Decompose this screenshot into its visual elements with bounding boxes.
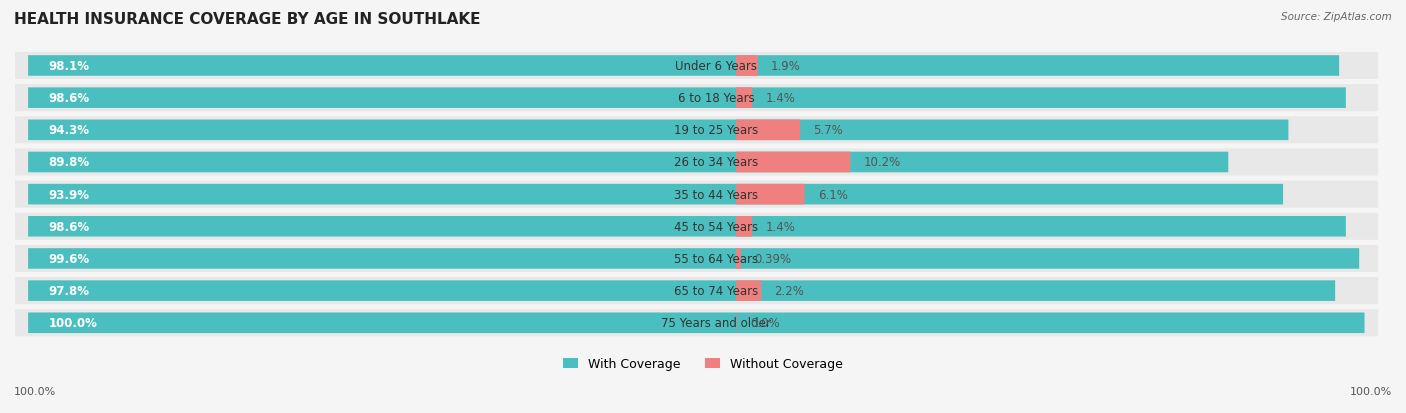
FancyBboxPatch shape [737,249,741,269]
Text: 1.4%: 1.4% [765,220,796,233]
FancyBboxPatch shape [28,313,1365,333]
Text: 35 to 44 Years: 35 to 44 Years [675,188,758,201]
Text: 1.4%: 1.4% [765,92,796,105]
FancyBboxPatch shape [28,216,1346,237]
Text: 98.1%: 98.1% [48,60,90,73]
Text: Source: ZipAtlas.com: Source: ZipAtlas.com [1281,12,1392,22]
FancyBboxPatch shape [28,184,1284,205]
Text: 100.0%: 100.0% [14,387,56,396]
FancyBboxPatch shape [14,149,1378,176]
Text: 6.1%: 6.1% [818,188,848,201]
FancyBboxPatch shape [14,213,1378,240]
Text: 89.8%: 89.8% [48,156,90,169]
FancyBboxPatch shape [14,117,1378,144]
Text: 55 to 64 Years: 55 to 64 Years [675,252,758,265]
Text: HEALTH INSURANCE COVERAGE BY AGE IN SOUTHLAKE: HEALTH INSURANCE COVERAGE BY AGE IN SOUT… [14,12,481,27]
FancyBboxPatch shape [28,88,1346,109]
Text: 97.8%: 97.8% [48,285,90,297]
FancyBboxPatch shape [737,281,761,301]
Text: 6 to 18 Years: 6 to 18 Years [678,92,755,105]
Text: 5.7%: 5.7% [813,124,844,137]
Text: 45 to 54 Years: 45 to 54 Years [675,220,758,233]
Legend: With Coverage, Without Coverage: With Coverage, Without Coverage [558,352,848,375]
Text: 0.39%: 0.39% [754,252,792,265]
FancyBboxPatch shape [28,152,1229,173]
Text: 98.6%: 98.6% [48,92,90,105]
Text: 100.0%: 100.0% [1350,387,1392,396]
FancyBboxPatch shape [14,309,1378,337]
Text: 1.9%: 1.9% [770,60,801,73]
FancyBboxPatch shape [14,53,1378,80]
Text: 94.3%: 94.3% [48,124,90,137]
Text: 100.0%: 100.0% [48,316,97,330]
FancyBboxPatch shape [737,56,758,76]
FancyBboxPatch shape [737,152,851,173]
Text: 98.6%: 98.6% [48,220,90,233]
FancyBboxPatch shape [14,85,1378,112]
Text: 26 to 34 Years: 26 to 34 Years [675,156,758,169]
FancyBboxPatch shape [14,278,1378,304]
FancyBboxPatch shape [737,216,752,237]
Text: 65 to 74 Years: 65 to 74 Years [675,285,758,297]
FancyBboxPatch shape [28,249,1360,269]
Text: 75 Years and older: 75 Years and older [661,316,772,330]
Text: 10.2%: 10.2% [863,156,901,169]
FancyBboxPatch shape [737,184,804,205]
Text: 0.0%: 0.0% [749,316,779,330]
Text: 99.6%: 99.6% [48,252,90,265]
Text: 19 to 25 Years: 19 to 25 Years [675,124,758,137]
FancyBboxPatch shape [28,120,1288,141]
FancyBboxPatch shape [737,88,752,109]
Text: Under 6 Years: Under 6 Years [675,60,758,73]
Text: 93.9%: 93.9% [48,188,90,201]
FancyBboxPatch shape [28,281,1336,301]
Text: 2.2%: 2.2% [775,285,804,297]
FancyBboxPatch shape [737,120,800,141]
FancyBboxPatch shape [14,181,1378,208]
FancyBboxPatch shape [28,56,1339,76]
FancyBboxPatch shape [14,245,1378,272]
